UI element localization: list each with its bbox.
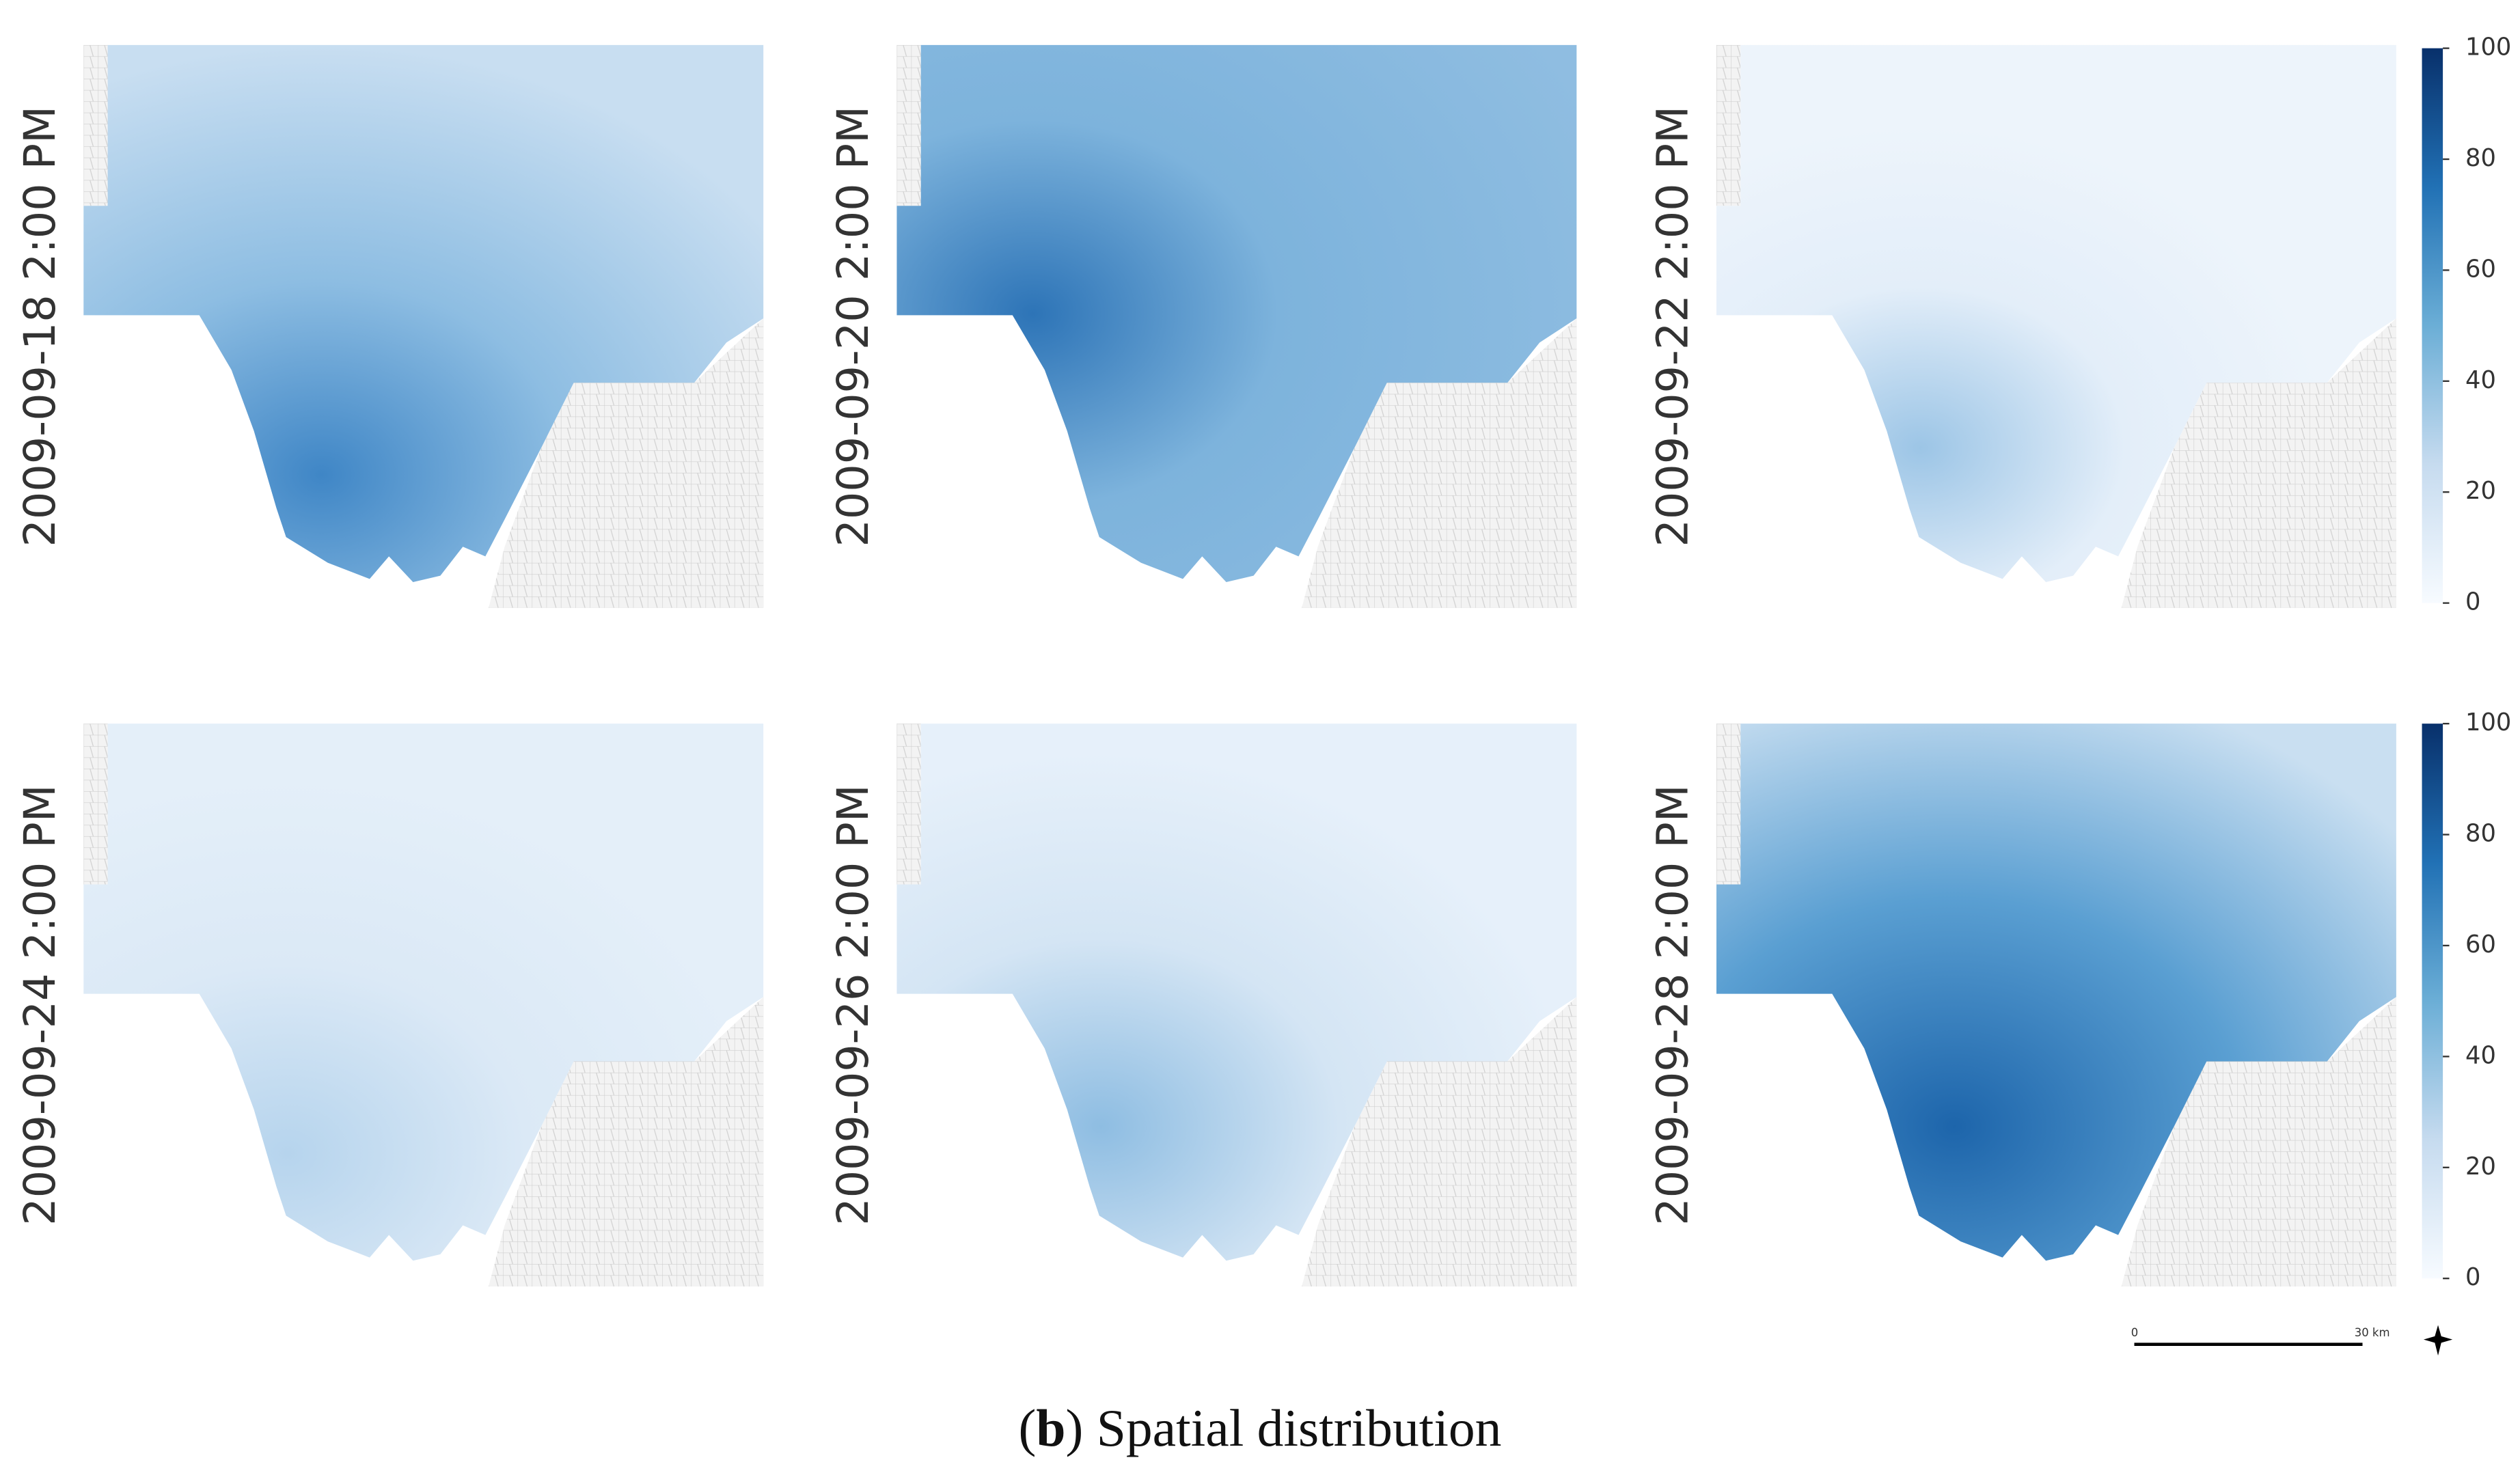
- map-panel: [83, 44, 764, 608]
- panel-label: 2009-09-20 2:00 PM: [827, 106, 878, 547]
- map-panel: [896, 44, 1577, 608]
- colorbar-tick-label: 60: [2465, 931, 2496, 959]
- land: [489, 318, 764, 608]
- colorbars: 0 20 40 60 80 100 0 20 40 60 80 100: [2422, 33, 2511, 1291]
- colorbar-tick-label: 0: [2465, 588, 2480, 616]
- land: [896, 44, 921, 206]
- caption: (b) Spatial distribution: [1019, 1399, 1502, 1457]
- scale-bar: 0 30 km: [2131, 1325, 2453, 1356]
- colorbar-tick-label: 40: [2465, 1041, 2496, 1069]
- map-panel: [896, 724, 1577, 1286]
- colorbar-tick-label: 60: [2465, 255, 2496, 283]
- colorbar-tick-label: 80: [2465, 144, 2496, 172]
- panel-label: 2009-09-22 2:00 PM: [1647, 106, 1698, 547]
- caption-open: (: [1019, 1399, 1037, 1457]
- land: [1716, 724, 1741, 885]
- concentration-field: [83, 724, 764, 1261]
- colorbar-tick-label: 100: [2465, 708, 2511, 736]
- panel-label: 2009-09-18 2:00 PM: [14, 106, 65, 547]
- land: [1302, 318, 1577, 608]
- north-arrow: [2423, 1325, 2453, 1356]
- colorbar-tick-label: 80: [2465, 820, 2496, 848]
- land: [489, 997, 764, 1286]
- colorbar-tick-label: 40: [2465, 366, 2496, 394]
- concentration-field: [896, 724, 1577, 1261]
- colorbar-tick-label: 20: [2465, 1153, 2496, 1181]
- map-panel: [83, 724, 764, 1286]
- panel-label: 2009-09-26 2:00 PM: [827, 784, 878, 1225]
- concentration-field: [1716, 44, 2396, 583]
- scale-start: 0: [2131, 1326, 2138, 1339]
- concentration-field: [83, 44, 764, 583]
- concentration-field: [1716, 724, 2396, 1261]
- land: [2121, 997, 2396, 1286]
- land: [1302, 997, 1577, 1286]
- concentration-field: [896, 44, 1577, 583]
- map-panels: 2009-09-18 2:00 PM 2009-09-20 2:00 PM 2009…: [14, 44, 2396, 1286]
- caption-text: ) Spatial distribution: [1066, 1399, 1502, 1457]
- land: [83, 724, 108, 885]
- land: [1716, 44, 1741, 206]
- land: [2121, 318, 2396, 608]
- panel-label: 2009-09-28 2:00 PM: [1647, 784, 1698, 1225]
- land: [896, 724, 921, 885]
- land: [83, 44, 108, 206]
- colorbar: [2422, 48, 2443, 603]
- map-panel: [1716, 724, 2396, 1286]
- colorbar-tick-label: 20: [2465, 477, 2496, 505]
- colorbar: [2422, 724, 2443, 1279]
- colorbar-tick-label: 0: [2465, 1263, 2480, 1291]
- caption-bold: b: [1036, 1399, 1065, 1457]
- colorbar-tick-label: 100: [2465, 33, 2511, 61]
- panel-label: 2009-09-24 2:00 PM: [14, 784, 65, 1225]
- map-panel: [1716, 44, 2396, 608]
- scale-end: 30 km: [2355, 1326, 2390, 1339]
